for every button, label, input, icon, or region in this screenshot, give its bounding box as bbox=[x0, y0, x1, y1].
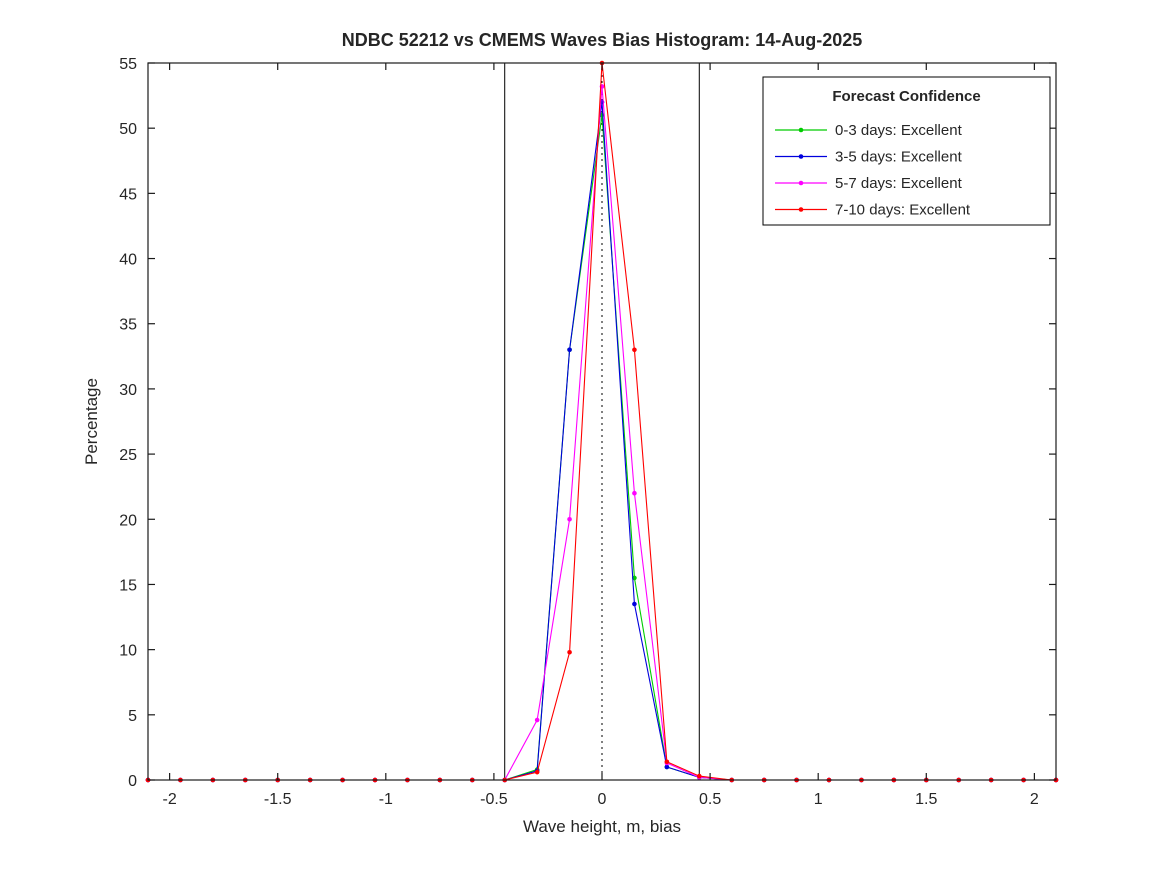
legend-marker-sample bbox=[798, 127, 804, 133]
legend-entry-label: 7-10 days: Excellent bbox=[835, 202, 971, 219]
x-tick-label: 0 bbox=[598, 791, 607, 808]
legend-entry-3: 7-10 days: Excellent bbox=[775, 202, 971, 219]
legend-entry-label: 5-7 days: Excellent bbox=[835, 175, 963, 192]
series-marker bbox=[664, 764, 670, 770]
x-tick-label: -0.5 bbox=[480, 791, 508, 808]
y-tick-label: 5 bbox=[128, 708, 137, 725]
legend: Forecast Confidence 0-3 days: Excellent 3-… bbox=[762, 76, 1051, 226]
legend-entry-label: 3-5 days: Excellent bbox=[835, 149, 963, 166]
y-tick-label: 55 bbox=[119, 56, 137, 73]
series-marker bbox=[632, 490, 637, 496]
x-tick-label: -1 bbox=[379, 791, 393, 808]
y-tick-label: 40 bbox=[119, 252, 137, 269]
series-marker bbox=[534, 769, 540, 775]
y-tick-label: 30 bbox=[119, 382, 137, 399]
legend-entry-label: 0-3 days: Excellent bbox=[835, 122, 963, 139]
x-tick-label: 1 bbox=[814, 791, 823, 808]
y-tick-label: 45 bbox=[119, 186, 137, 203]
y-tick-label: 50 bbox=[119, 121, 137, 138]
series-marker bbox=[664, 759, 670, 765]
y-tick-label: 15 bbox=[119, 577, 137, 594]
series-marker bbox=[632, 347, 637, 353]
series-marker bbox=[696, 773, 702, 779]
legend-entry-2: 5-7 days: Excellent bbox=[775, 175, 963, 192]
y-axis-label: Percentage bbox=[82, 378, 101, 465]
y-tick-label: 0 bbox=[128, 773, 137, 790]
legend-entry-0: 0-3 days: Excellent bbox=[775, 122, 963, 139]
y-tick-label: 20 bbox=[119, 512, 137, 529]
legend-marker-sample bbox=[798, 154, 804, 159]
y-tick-label: 10 bbox=[119, 643, 137, 660]
legend-title: Forecast Confidence bbox=[832, 88, 980, 105]
legend-marker-sample bbox=[798, 180, 804, 186]
y-tick-label: 35 bbox=[119, 317, 137, 334]
series-marker bbox=[567, 347, 572, 353]
chart-title: NDBC 52212 vs CMEMS Waves Bias Histogram… bbox=[342, 30, 863, 50]
x-tick-label: -2 bbox=[163, 791, 177, 808]
y-tick-label: 25 bbox=[119, 447, 137, 464]
x-tick-label: 0.5 bbox=[699, 791, 721, 808]
x-axis-label: Wave height, m, bias bbox=[523, 817, 681, 836]
legend-marker-sample bbox=[798, 207, 804, 212]
series-marker bbox=[567, 516, 572, 522]
legend-entry-1: 3-5 days: Excellent bbox=[775, 149, 963, 166]
x-tick-label: -1.5 bbox=[264, 791, 292, 808]
legend-box bbox=[762, 76, 1051, 226]
series-marker bbox=[632, 601, 637, 607]
series-marker bbox=[567, 649, 572, 655]
series-marker bbox=[534, 717, 540, 723]
x-tick-label: 2 bbox=[1030, 791, 1039, 808]
x-tick-label: 1.5 bbox=[915, 791, 937, 808]
